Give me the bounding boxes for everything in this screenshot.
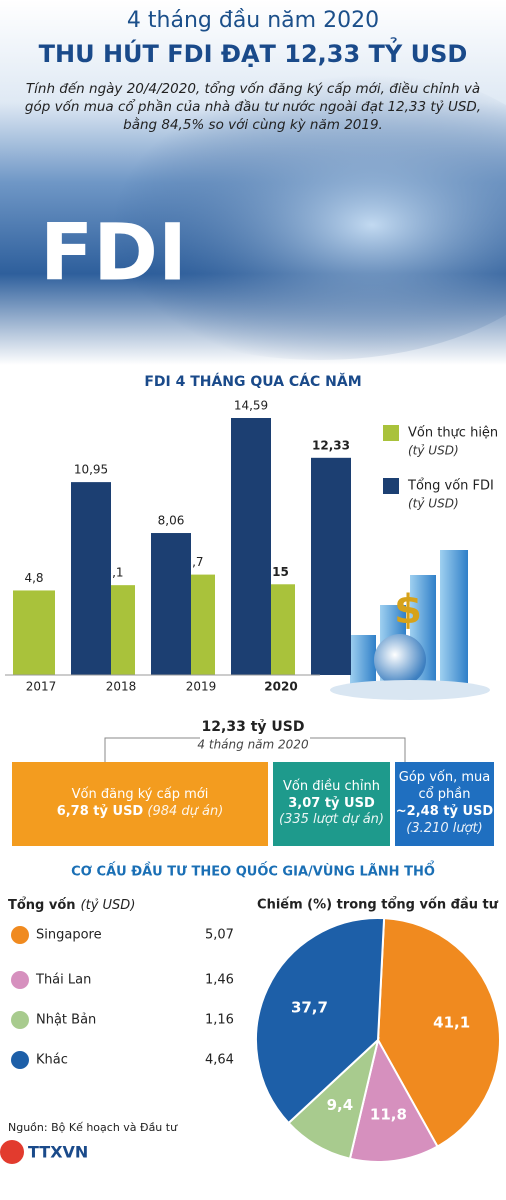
source: Nguồn: Bộ Kế hoạch và Đầu tư (8, 1121, 178, 1134)
legend-label: Nhật Bản (36, 1013, 96, 1028)
value-label: 8,06 (158, 514, 185, 528)
bar (231, 418, 271, 675)
legend-swatch (383, 425, 399, 441)
legend-dot (11, 926, 29, 944)
box-note: (335 lượt dự án) (279, 812, 384, 828)
table-header: Tổng vốn (tỷ USD) (8, 897, 135, 913)
legend-label: Khác (36, 1053, 68, 1068)
x-tick-label: 2017 (26, 680, 57, 694)
breakdown-box: Vốn điều chỉnh 3,07 tỷ USD (335 lượt dự … (273, 762, 390, 846)
legend-label: Singapore (36, 928, 102, 943)
capital-value: 4,64 (205, 1053, 234, 1068)
banner-text: FDI (40, 208, 187, 298)
box-note: (984 dự án) (147, 804, 224, 819)
capital-unit: (tỷ USD) (81, 898, 136, 913)
box-amount: ~2,48 tỷ USD (395, 804, 494, 819)
total-label: 12,33 tỷ USD (202, 719, 305, 735)
legend-dot (11, 971, 29, 989)
subtitle: 4 tháng đầu năm 2020 (126, 8, 380, 33)
chart-title: FDI 4 THÁNG QUA CÁC NĂM (144, 372, 361, 390)
box-note: (3.210 lượt) (406, 820, 483, 836)
logo-text: TTXVN (28, 1143, 88, 1162)
value-label: 12,33 (312, 438, 350, 452)
capital-value: 1,46 (205, 973, 234, 988)
section-title: CƠ CẤU ĐẦU TƯ THEO QUỐC GIA/VÙNG LÃNH TH… (71, 862, 435, 880)
header-glow (60, 60, 506, 360)
breakdown-box: Vốn đăng ký cấp mới 6,78 tỷ USD (984 dự … (12, 762, 268, 846)
pie-slice (376, 917, 501, 1148)
legend-dot (11, 1011, 29, 1029)
legend-dot (11, 1051, 29, 1069)
title: THU HÚT FDI ĐẠT 12,33 TỶ USD (38, 40, 468, 68)
capital-value: 5,07 (205, 928, 234, 943)
box-label: Góp vốn, mua cổ phần (398, 770, 491, 803)
box-amount: 3,07 tỷ USD (288, 795, 375, 811)
pie-value-label: 9,4 (327, 1096, 354, 1114)
pie-value-label: 37,7 (291, 999, 328, 1017)
svg-text:$: $ (394, 587, 422, 633)
value-label: 4,8 (24, 571, 43, 585)
breakdown-box: Góp vốn, mua cổ phần ~2,48 tỷ USD (3.210… (395, 762, 494, 846)
capital-header: Tổng vốn (8, 897, 76, 913)
legend-label: Tổng vốn FDI (407, 479, 494, 494)
legend-unit: (tỷ USD) (408, 444, 459, 458)
pie-slice (255, 917, 386, 1125)
value-label: 10,95 (74, 463, 108, 477)
legend-unit: (tỷ USD) (408, 497, 459, 511)
pie-value-label: 11,8 (370, 1105, 407, 1123)
bar (151, 533, 191, 675)
chart-title: Chiếm (%) trong tổng vốn đầu tư (257, 897, 499, 913)
box-amount: 6,78 tỷ USD (56, 804, 144, 819)
legend-swatch (383, 478, 399, 494)
x-tick-label: 2019 (186, 680, 217, 694)
illustration: $ (330, 550, 490, 700)
pie-value-label: 41,1 (433, 1013, 470, 1031)
intro: Tính đến ngày 20/4/2020, tổng vốn đăng k… (24, 81, 482, 134)
bracket (104, 737, 406, 762)
capital-value: 1,16 (205, 1013, 234, 1028)
x-tick-label: 2018 (106, 680, 137, 694)
legend-label: Vốn thực hiện (408, 426, 498, 441)
logo-mark (0, 1140, 24, 1164)
period-label: 4 tháng năm 2020 (197, 738, 309, 752)
bar (311, 457, 351, 675)
bar (13, 590, 55, 675)
bar (71, 482, 111, 675)
box-label: Vốn đăng ký cấp mới (71, 787, 209, 803)
value-label: 14,59 (234, 399, 268, 413)
legend-label: Thái Lan (35, 973, 91, 988)
box-label: Vốn điều chỉnh (283, 778, 380, 794)
x-tick-label: 2020 (264, 680, 297, 694)
